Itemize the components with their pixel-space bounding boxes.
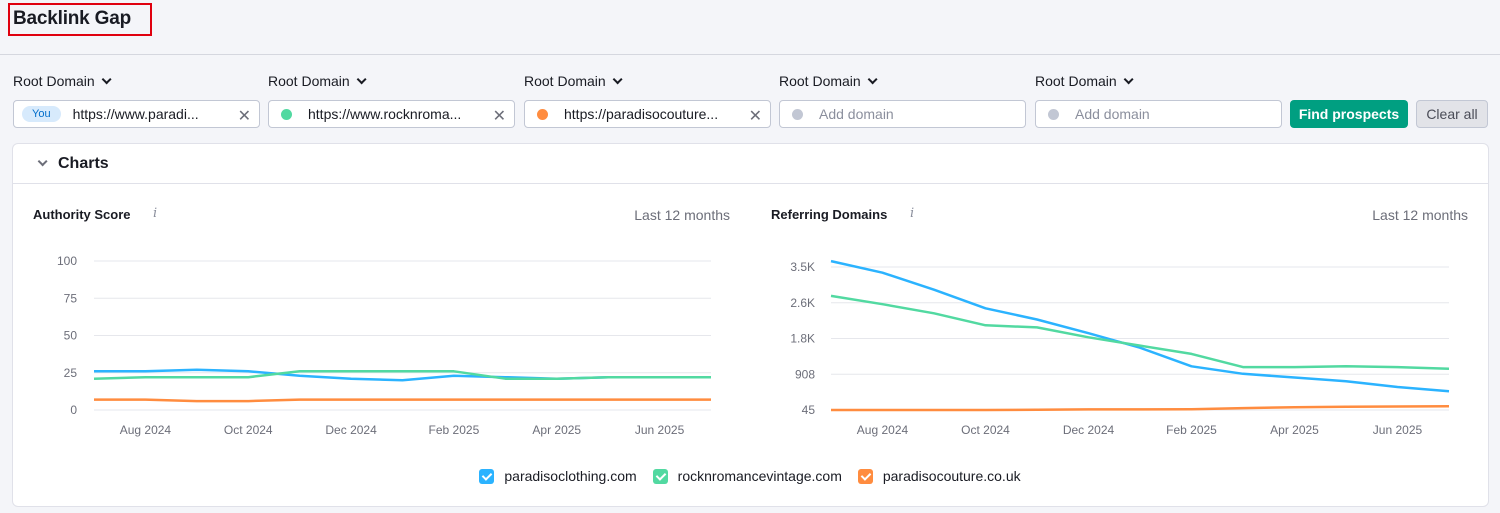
authority-y-tick-label: 0 xyxy=(70,403,77,417)
competitor-dot-icon xyxy=(537,108,548,120)
clear-all-button[interactable]: Clear all xyxy=(1416,100,1488,128)
charts-panel: Charts xyxy=(12,143,1489,507)
domain-type-dropdown[interactable]: Root Domain xyxy=(268,72,515,90)
domain-type-label: Root Domain xyxy=(13,73,95,89)
domain-input-competitor-2[interactable]: https://paradisocouture... ✕ xyxy=(524,100,771,128)
referring-x-tick-label: Aug 2024 xyxy=(857,423,909,437)
domain-type-dropdown[interactable]: Root Domain xyxy=(524,72,771,90)
authority-series-line-3 xyxy=(94,398,711,403)
you-badge: You xyxy=(22,106,61,122)
title-highlight-box xyxy=(8,3,152,36)
domain-type-dropdown[interactable]: Root Domain xyxy=(13,72,260,90)
authority-x-tick-label: Feb 2025 xyxy=(429,423,480,437)
domain-type-dropdown[interactable]: Root Domain xyxy=(1035,72,1282,90)
domain-column-3: Root Domain https://paradisocouture... ✕ xyxy=(524,72,771,128)
authority-y-tick-label: 75 xyxy=(64,291,78,305)
info-icon[interactable]: i xyxy=(910,206,915,221)
domain-input-competitor-1[interactable]: https://www.rocknroma... ✕ xyxy=(268,100,515,128)
authority-x-tick-label: Jun 2025 xyxy=(635,423,685,437)
legend-label: paradisoclothing.com xyxy=(504,468,637,484)
checkbox-icon[interactable] xyxy=(652,468,668,484)
authority-y-tick-label: 25 xyxy=(64,366,78,380)
legend-label: rocknromancevintage.com xyxy=(677,468,842,484)
legend-item-paradisoclothing[interactable]: paradisoclothing.com xyxy=(479,468,637,484)
checkbox-icon[interactable] xyxy=(857,468,873,484)
referring-x-tick-label: Dec 2024 xyxy=(1063,423,1115,437)
empty-dot-icon xyxy=(792,108,803,120)
referring-y-tick-label: 3.5K xyxy=(790,260,815,274)
authority-series-line-2 xyxy=(93,370,711,380)
referring-y-tick-label: 45 xyxy=(802,403,816,417)
authority-x-tick-label: Dec 2024 xyxy=(325,423,377,437)
authority-period: Last 12 months xyxy=(634,207,730,223)
domain-column-5: Root Domain Add domain xyxy=(1035,72,1282,128)
referring-period: Last 12 months xyxy=(1372,207,1468,223)
referring-y-tick-label: 2.6K xyxy=(790,296,815,310)
chart-legend: paradisoclothing.com rocknromancevintage… xyxy=(0,468,1500,484)
legend-item-rocknromancevintage[interactable]: rocknromancevintage.com xyxy=(652,468,842,484)
referring-x-tick-label: Jun 2025 xyxy=(1373,423,1423,437)
domain-type-dropdown[interactable]: Root Domain xyxy=(779,72,1026,90)
authority-x-tick-label: Oct 2024 xyxy=(224,423,273,437)
authority-x-tick-label: Aug 2024 xyxy=(120,423,172,437)
domain-type-label: Root Domain xyxy=(524,73,606,89)
checkbox-icon[interactable] xyxy=(479,468,495,484)
referring-series-line-1 xyxy=(830,259,1450,393)
domain-type-label: Root Domain xyxy=(1035,73,1117,89)
domain-type-label: Root Domain xyxy=(779,73,861,89)
referring-series-line-3 xyxy=(831,405,1450,412)
close-icon[interactable]: ✕ xyxy=(237,108,251,125)
header-divider xyxy=(0,54,1500,55)
domain-input-empty-1[interactable]: Add domain xyxy=(779,100,1026,128)
referring-y-tick-label: 1.8K xyxy=(790,332,815,346)
domain-input-you[interactable]: You https://www.paradi... ✕ xyxy=(13,100,260,128)
authority-x-tick-label: Apr 2025 xyxy=(532,423,581,437)
panel-title: Charts xyxy=(58,154,109,172)
referring-x-tick-label: Feb 2025 xyxy=(1166,423,1217,437)
referring-series-line-2 xyxy=(830,294,1450,371)
competitor-dot-icon xyxy=(281,108,292,120)
info-icon[interactable]: i xyxy=(153,206,158,221)
referring-x-tick-label: Apr 2025 xyxy=(1270,423,1319,437)
referring-x-tick-label: Oct 2024 xyxy=(961,423,1010,437)
domain-type-label: Root Domain xyxy=(268,73,350,89)
charts-panel-header[interactable]: Charts xyxy=(13,144,1488,184)
domain-input-empty-2[interactable]: Add domain xyxy=(1035,100,1282,128)
referring-domains-title: Referring Domains xyxy=(771,207,888,222)
empty-dot-icon xyxy=(1048,108,1059,120)
referring-y-tick-label: 908 xyxy=(795,367,815,381)
domain-column-1: Root Domain You https://www.paradi... ✕ xyxy=(13,72,260,128)
authority-y-tick-label: 50 xyxy=(64,329,78,343)
page-title: Backlink Gap xyxy=(13,8,131,29)
close-icon[interactable]: ✕ xyxy=(748,108,762,125)
legend-item-paradisocouture[interactable]: paradisocouture.co.uk xyxy=(857,468,1021,484)
find-prospects-button[interactable]: Find prospects xyxy=(1290,100,1408,128)
domain-column-4: Root Domain Add domain xyxy=(779,72,1026,128)
legend-label: paradisocouture.co.uk xyxy=(882,468,1021,484)
authority-score-title: Authority Score xyxy=(33,207,131,222)
authority-y-tick-label: 100 xyxy=(57,254,77,268)
close-icon[interactable]: ✕ xyxy=(492,108,506,125)
domain-column-2: Root Domain https://www.rocknroma... ✕ xyxy=(268,72,515,128)
